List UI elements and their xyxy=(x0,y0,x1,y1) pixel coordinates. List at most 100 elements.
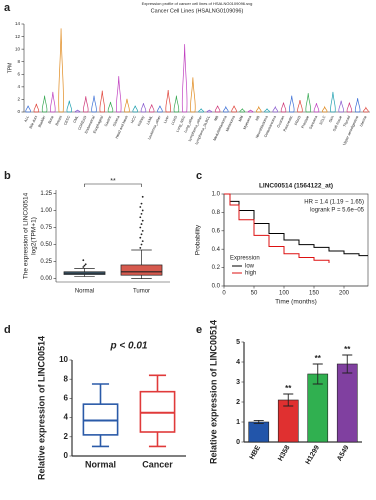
legend-title: Expression xyxy=(230,256,260,262)
x-tick-label: 0 xyxy=(222,291,226,297)
violin xyxy=(83,96,89,113)
x-tick-label: Ovarian xyxy=(276,115,285,128)
x-tick-label: Prostate xyxy=(301,115,310,129)
x-tick-label: Lung_NSC xyxy=(175,115,186,133)
outlier xyxy=(82,266,85,268)
outlier xyxy=(141,229,144,232)
y-tick-label: 1.00 xyxy=(40,208,52,214)
violin xyxy=(354,98,361,113)
outlier xyxy=(139,206,142,208)
violin xyxy=(330,91,336,113)
x-tick-label: Skin xyxy=(328,115,335,123)
x-tick-label: Melanoma xyxy=(225,115,236,132)
y-tick-label: 8 xyxy=(17,59,20,64)
panel-label: e xyxy=(196,324,202,336)
violin xyxy=(280,102,287,113)
y-tick-label: 10 xyxy=(59,355,68,364)
x-tick-label: 100 xyxy=(279,291,290,297)
violin xyxy=(41,95,48,113)
x-tick-label: 200 xyxy=(339,291,350,297)
violin xyxy=(223,105,229,113)
y-tick-label: 0 xyxy=(236,439,240,446)
violin xyxy=(58,28,64,113)
violin xyxy=(272,105,279,113)
violin xyxy=(91,95,97,113)
significance: ** xyxy=(315,354,322,363)
x-tick-label: H1299 xyxy=(305,444,321,465)
y-tick-label: 0.8 xyxy=(212,210,221,216)
violin xyxy=(264,107,270,113)
panel-label: d xyxy=(4,324,11,336)
y-tick-label: 0 xyxy=(64,451,69,460)
bar xyxy=(336,363,358,443)
x-tick-label: Bile duct xyxy=(29,115,38,129)
legend-label: high xyxy=(245,271,256,277)
y-axis-label: Relative expression of LINC00514 xyxy=(208,320,218,464)
error-bar xyxy=(312,363,323,385)
bar xyxy=(248,421,270,443)
x-tick-label: Endometrial xyxy=(84,115,96,134)
outlier xyxy=(139,236,142,239)
y-tick-label: 1 xyxy=(236,419,240,426)
x-tick-label: LUAD xyxy=(170,115,178,126)
annotation: logrank P = 5.6e−05 xyxy=(310,208,365,214)
x-tick-label: HBE xyxy=(249,444,263,461)
plot-frame xyxy=(223,193,369,287)
x-tick-label: Normal xyxy=(85,459,116,469)
y-tick-label: 0.00 xyxy=(40,276,52,282)
x-tick-label: NB xyxy=(255,115,261,122)
x-tick-label: A549 xyxy=(336,444,350,462)
y-tick-label: 0.6 xyxy=(212,228,221,234)
error-bar xyxy=(283,393,294,407)
violin xyxy=(190,77,196,113)
violin xyxy=(173,95,180,113)
y-tick-label: 0.4 xyxy=(212,247,221,253)
x-tick-label: CESC xyxy=(63,115,71,126)
outlier xyxy=(140,243,143,246)
x-tick-label: Bone xyxy=(47,115,54,124)
violin xyxy=(66,100,73,113)
x-tick-label: MB xyxy=(213,115,219,122)
y-tick-label: 0 xyxy=(17,109,20,114)
x-tick-label: Uterine xyxy=(359,115,368,127)
outlier xyxy=(83,264,86,267)
panel-label: b xyxy=(4,170,11,182)
outlier xyxy=(140,202,143,205)
x-tick-label: LAML xyxy=(146,115,154,125)
y-tick-label: 0.25 xyxy=(40,259,52,265)
x-tick-label: Gastric xyxy=(104,115,113,127)
violin xyxy=(107,101,114,113)
y-tick-label: 8 xyxy=(64,374,69,383)
violin xyxy=(50,91,56,113)
y-tick-label: 0.2 xyxy=(212,265,221,271)
significance: ** xyxy=(285,384,292,393)
x-tick-label: H358 xyxy=(277,444,291,462)
violin xyxy=(206,109,213,113)
violin xyxy=(148,104,155,113)
outlier xyxy=(139,226,142,229)
violin xyxy=(297,100,303,113)
x-tick-label: Cancer xyxy=(142,459,173,469)
violin xyxy=(124,98,130,113)
y-tick-label: 1.25 xyxy=(40,191,52,197)
y-axis-label: log2(TPM+1) xyxy=(31,217,38,255)
x-tick-label: Normal xyxy=(75,289,94,295)
y-tick-label: 0.75 xyxy=(40,225,52,231)
error-bar xyxy=(342,354,353,374)
violin xyxy=(305,93,311,113)
x-tick-label: Kidney xyxy=(137,115,145,127)
x-tick-label: Sarcoma xyxy=(309,115,319,130)
legend-label: low xyxy=(245,264,255,270)
outlier xyxy=(139,247,142,249)
survival-curve xyxy=(224,193,330,263)
y-tick-label: 3 xyxy=(236,379,240,386)
x-tick-label: COREAD xyxy=(77,115,87,131)
violin xyxy=(288,95,295,113)
y-axis-label: Relative expression of LINC00514 xyxy=(36,336,46,480)
x-tick-label: Tumor xyxy=(133,289,150,295)
y-tick-label: 2 xyxy=(17,97,20,102)
y-axis-label: TPM xyxy=(7,63,13,74)
y-tick-label: 4 xyxy=(64,413,69,422)
x-tick-label: HCC xyxy=(130,115,137,124)
outlier xyxy=(82,259,85,262)
